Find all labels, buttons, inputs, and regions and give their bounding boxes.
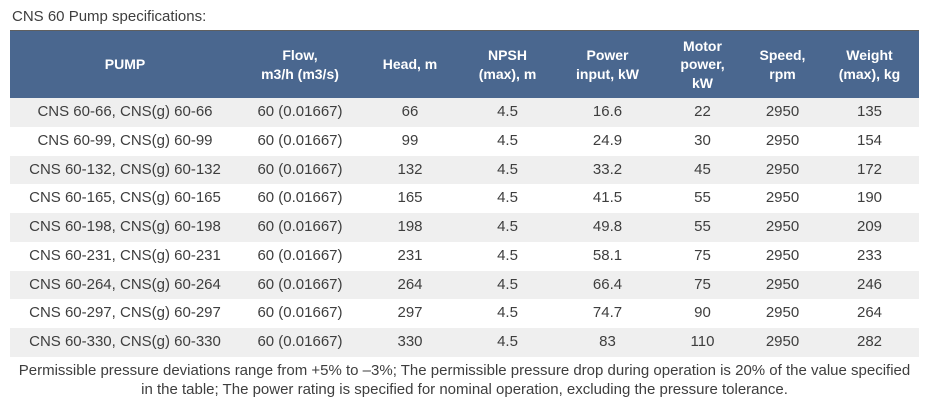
table-cell: 60 (0.01667) (257, 218, 343, 235)
table-cell: 90 (694, 304, 711, 322)
table-cell: 246 (856, 275, 883, 293)
table-row: CNS 60-66, CNS(g) 60-66 60 (0.01667) 66 4.5… (10, 98, 919, 127)
table-cell: 4.5 (497, 189, 518, 207)
table-cell: CNS 60-297, CNS(g) 60-297 (29, 304, 221, 322)
header-row: PUMP Flow, m3/h (m3/s) Head, m NPSH (max), … (10, 30, 919, 98)
column-header: Speed, rpm (745, 30, 820, 98)
table-cell: 4.5 (497, 275, 518, 293)
table-row: CNS 60-297, CNS(g) 60-297 60 (0.01667) 297… (10, 299, 919, 328)
table-cell: 66 (401, 103, 419, 120)
table-row: CNS 60-132, CNS(g) 60-132 60 (0.01667) 132… (10, 155, 919, 185)
column-header: Motor power, kW (660, 30, 745, 98)
table-cell: 16.6 (592, 103, 623, 120)
table-cell: 24.9 (592, 131, 623, 149)
table-cell: 4.5 (497, 304, 518, 322)
table-row: CNS 60-231, CNS(g) 60-231 60 (0.01667) 231… (10, 242, 919, 271)
table-body: CNS 60-66, CNS(g) 60-66 60 (0.01667) 66 4.5… (10, 98, 919, 357)
table-cell: 33.2 (592, 160, 623, 178)
table-cell: 190 (856, 189, 883, 207)
table-cell: 60 (0.01667) (257, 103, 343, 120)
table-cell: 45 (694, 160, 711, 178)
table-cell: 55 (694, 189, 711, 207)
table-cell: 110 (690, 333, 715, 350)
table-cell: CNS 60-132, CNS(g) 60-132 (29, 160, 221, 178)
column-header: Weight (max), kg (820, 30, 919, 98)
table-cell: CNS 60-66, CNS(g) 60-66 (37, 103, 213, 120)
table-cell: 282 (856, 333, 883, 350)
footer-note: Permissible pressure deviations range fr… (18, 361, 911, 399)
table-cell: 60 (0.01667) (257, 131, 343, 149)
table-cell: 30 (694, 131, 711, 149)
table-cell: 330 (397, 333, 423, 350)
table-cell: 55 (694, 218, 711, 235)
table-cell: 4.5 (497, 333, 518, 350)
table-row: CNS 60-198, CNS(g) 60-198 60 (0.01667) 198… (10, 213, 919, 242)
table-cell: 4.5 (497, 131, 518, 149)
table-cell: CNS 60-330, CNS(g) 60-330 (29, 333, 221, 350)
table-cell: 231 (397, 246, 423, 264)
column-header: Head, m (360, 30, 460, 98)
table-cell: 74.7 (592, 304, 623, 322)
table-cell: 154 (856, 131, 883, 149)
table-cell: 198 (397, 218, 423, 235)
table-cell: CNS 60-264, CNS(g) 60-264 (29, 275, 221, 293)
table-row: CNS 60-264, CNS(g) 60-264 60 (0.01667) 264… (10, 270, 919, 300)
table-cell: CNS 60-99, CNS(g) 60-99 (37, 131, 213, 149)
table-cell: 4.5 (497, 218, 518, 235)
table-cell: 4.5 (497, 160, 518, 178)
table-cell: 60 (0.01667) (257, 333, 343, 350)
table-cell: 2950 (765, 304, 800, 322)
table-cell: 264 (856, 304, 883, 322)
table-cell: 2950 (765, 246, 800, 264)
page-title: CNS 60 Pump specifications: (12, 8, 207, 25)
table-cell: 60 (0.01667) (257, 160, 343, 178)
table-row: CNS 60-330, CNS(g) 60-330 60 (0.01667) 330… (10, 328, 919, 357)
table-cell: 83 (599, 333, 616, 350)
table-cell: 2950 (765, 218, 800, 235)
table-cell: CNS 60-231, CNS(g) 60-231 (29, 246, 221, 264)
table-cell: 2950 (765, 160, 800, 178)
table-row: CNS 60-165, CNS(g) 60-165 60 (0.01667) 165… (10, 184, 919, 213)
table-cell: 2950 (765, 131, 800, 149)
table-cell: 22 (694, 103, 711, 120)
table-row: CNS 60-99, CNS(g) 60-99 60 (0.01667) 99 4.5… (10, 127, 919, 156)
table-cell: CNS 60-165, CNS(g) 60-165 (29, 189, 221, 207)
column-header: Flow, m3/h (m3/s) (240, 30, 360, 98)
table-cell: 172 (856, 160, 883, 178)
table-cell: 2950 (765, 189, 800, 207)
table-cell: 41.5 (592, 189, 623, 207)
column-header: Power input, kW (555, 30, 660, 98)
table-cell: 99 (401, 131, 419, 149)
table-cell: 135 (856, 103, 883, 120)
pump-specs-table: PUMP Flow, m3/h (m3/s) Head, m NPSH (max), … (10, 30, 919, 357)
column-header: PUMP (10, 30, 240, 98)
table-cell: 60 (0.01667) (257, 246, 343, 264)
table-cell: 2950 (765, 103, 800, 120)
table-cell: 66.4 (592, 275, 623, 293)
table-cell: 75 (694, 246, 711, 264)
table-cell: 132 (397, 160, 423, 178)
table-cell: 2950 (765, 275, 800, 293)
table-cell: 264 (397, 275, 423, 293)
table-cell: 75 (694, 275, 711, 293)
table-cell: 60 (0.01667) (257, 275, 343, 293)
table-cell: 58.1 (592, 246, 623, 264)
table-cell: 297 (397, 304, 423, 322)
table-cell: 209 (856, 218, 883, 235)
table-cell: 60 (0.01667) (257, 189, 343, 207)
table-cell: 4.5 (497, 246, 518, 264)
table-cell: CNS 60-198, CNS(g) 60-198 (29, 218, 221, 235)
table-cell: 49.8 (592, 218, 623, 235)
table-cell: 165 (397, 189, 423, 207)
table-cell: 2950 (765, 333, 800, 350)
table-cell: 4.5 (497, 103, 518, 120)
table-cell: 60 (0.01667) (257, 304, 343, 322)
table-cell: 233 (856, 246, 883, 264)
column-header: NPSH (max), m (460, 30, 555, 98)
